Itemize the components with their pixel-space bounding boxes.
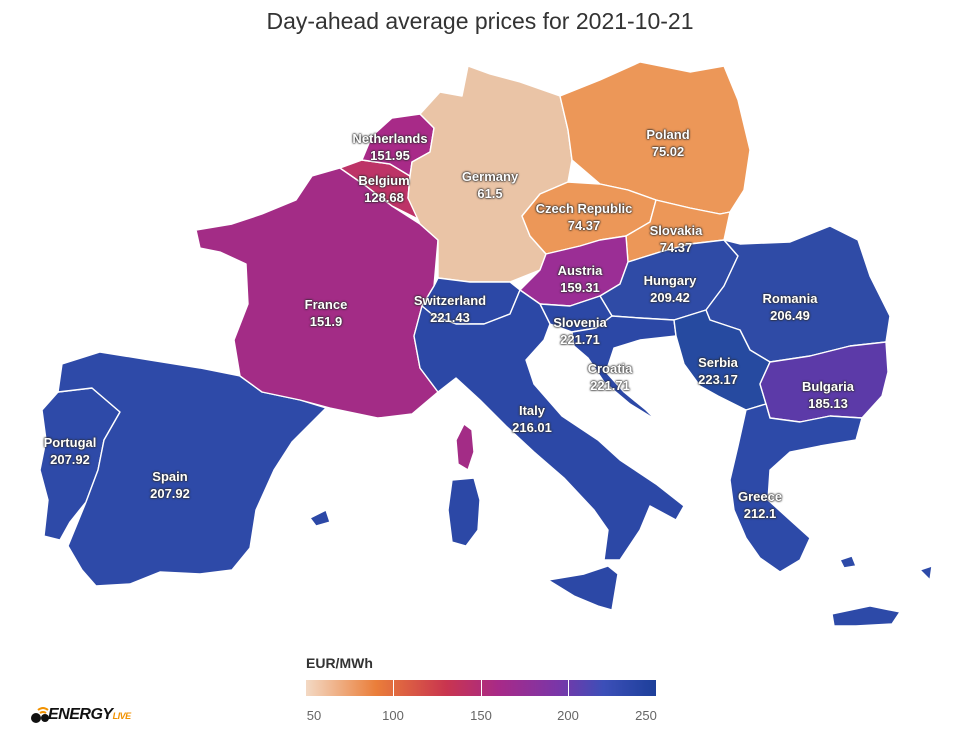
country-price: 151.95 [370,148,410,163]
country-label-switzerland: Switzerland 221.43 [414,292,486,326]
country-price: 212.1 [743,506,777,521]
energy-live-logo-icon [31,707,49,723]
country-name: Spain [152,469,188,484]
legend-tick: 50 [306,708,322,723]
country-price: 209.42 [650,290,690,305]
country-label-poland: Poland 75.02 [646,126,689,160]
country-label-serbia: Serbia 223.17 [698,354,738,388]
country-price: 74.37 [567,218,601,233]
country-name: Germany [461,169,519,184]
country-name: Portugal [43,435,97,450]
legend-title: EUR/MWh [306,655,373,671]
country-label-portugal: Portugal 207.92 [44,434,97,468]
country-name: Switzerland [413,293,487,308]
country-island-b [839,555,857,569]
country-name: Poland [646,127,690,142]
country-label-france: France 151.9 [305,296,348,330]
country-sicily[interactable] [547,565,619,611]
country-label-czech-republic: Czech Republic 74.37 [536,200,633,234]
country-name: Croatia [587,361,633,376]
country-italy[interactable] [413,289,685,561]
legend-tick: 150 [470,708,492,723]
country-corsica[interactable] [455,423,475,471]
country-label-bulgaria: Bulgaria 185.13 [802,378,854,412]
legend-tick: 200 [557,708,579,723]
country-label-italy: Italy 216.01 [512,402,552,436]
country-name: Slovakia [649,223,703,238]
legend-tick: 100 [382,708,404,723]
country-price: 128.68 [364,190,404,205]
country-name: Italy [518,403,546,418]
country-label-hungary: Hungary 209.42 [644,272,697,306]
country-name: Serbia [698,355,738,370]
country-label-belgium: Belgium 128.68 [358,172,409,206]
country-label-greece: Greece 212.1 [738,488,782,522]
country-price: 207.92 [50,452,90,467]
country-price: 207.92 [150,486,190,501]
country-crete[interactable] [831,605,901,627]
country-label-slovakia: Slovakia 74.37 [650,222,703,256]
country-greece[interactable] [729,403,863,573]
legend-divider [568,680,569,696]
country-label-austria: Austria 159.31 [558,262,603,296]
country-name: Austria [557,263,603,278]
country-price: 75.02 [651,144,685,159]
country-label-netherlands: Netherlands 151.95 [352,130,427,164]
logo-text: ENERGYLIVE [48,706,131,723]
country-price: 221.71 [560,332,600,347]
country-name: Czech Republic [535,201,633,216]
country-price: 185.13 [808,396,848,411]
country-price: 221.43 [430,310,470,325]
country-name: Slovenia [553,315,607,330]
country-sardinia[interactable] [447,477,481,547]
country-label-croatia: Croatia 221.71 [588,360,633,394]
country-price: 151.9 [309,314,343,329]
country-name: Bulgaria [801,379,855,394]
country-price: 61.5 [477,186,503,201]
country-island-a [309,509,331,527]
country-label-slovenia: Slovenia 221.71 [553,314,606,348]
map-title: Day-ahead average prices for 2021-10-21 [266,8,694,34]
legend-tick: 250 [635,708,657,723]
country-price: 223.17 [698,372,738,387]
legend-divider [393,680,394,696]
country-name: Belgium [358,173,410,188]
country-name: France [304,297,348,312]
legend-divider [481,680,482,696]
country-price: 221.71 [590,378,630,393]
country-price: 216.01 [512,420,552,435]
country-price: 159.31 [560,280,600,295]
country-island-c [919,565,933,581]
country-croatia[interactable] [571,315,677,421]
country-label-germany: Germany 61.5 [462,168,518,202]
country-price: 206.49 [770,308,810,323]
country-label-spain: Spain 207.92 [150,468,190,502]
country-name: Netherlands [352,131,428,146]
country-name: Hungary [643,273,697,288]
country-price: 74.37 [659,240,693,255]
country-label-romania: Romania 206.49 [763,290,818,324]
country-name: Romania [762,291,818,306]
country-name: Greece [737,489,783,504]
